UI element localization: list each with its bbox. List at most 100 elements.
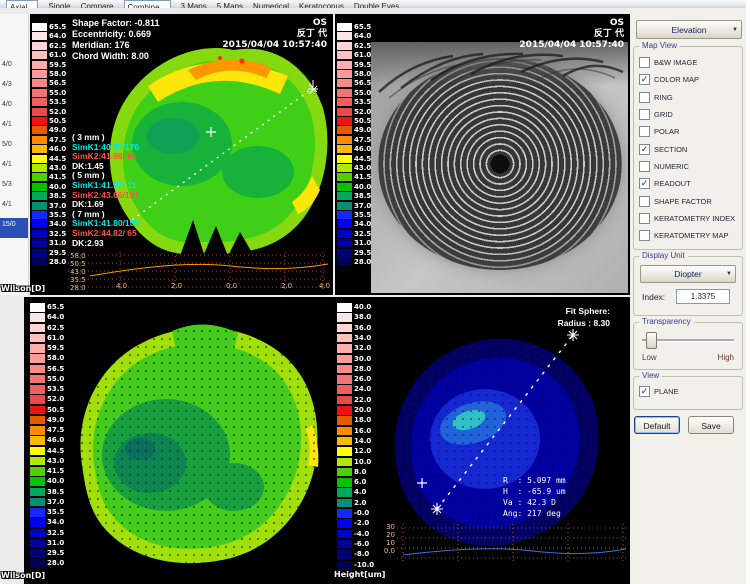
- scale-value: 28.0: [47, 559, 65, 568]
- exam-list[interactable]: 4/0 4/3 4/0 4/1 5/0 4/1 5/3 4/1 15/0: [0, 14, 29, 295]
- scale-value: 49.0: [354, 126, 372, 135]
- scale-swatch: [32, 181, 47, 191]
- info-line: Meridian: 176: [72, 40, 130, 50]
- scale-swatch: [337, 477, 352, 487]
- exam-list-item[interactable]: 4/3: [2, 81, 12, 88]
- quadrant-height-map[interactable]: 40.0 38.0 36.0 34.0 32.0 30.0 28.0 26.0 24.0 22.0…: [333, 297, 630, 584]
- scale-value: 22.0: [354, 395, 372, 404]
- scale-value: 40.0: [354, 303, 372, 311]
- scale-swatch: [337, 415, 352, 425]
- scale-value: 8.0: [354, 467, 367, 476]
- checkbox-color-map[interactable]: ✓ COLOR MAP: [634, 71, 742, 88]
- toolbar-3-maps[interactable]: 3 Maps: [180, 2, 207, 9]
- simk-line: DK:1.45: [72, 160, 104, 171]
- scale-swatch: [32, 163, 47, 172]
- save-button[interactable]: Save: [688, 416, 734, 434]
- checkbox-icon: [639, 126, 650, 138]
- transparency-slider-thumb[interactable]: [646, 332, 657, 349]
- toolbar-numerical[interactable]: Numerical: [252, 2, 289, 9]
- checkbox-icon: [639, 160, 650, 172]
- section-y-tick: 50.5: [70, 260, 86, 268]
- scale-swatch: [337, 59, 352, 69]
- scale-swatch: [337, 394, 352, 405]
- scale-value: 34.0: [354, 220, 372, 229]
- section-y-tick: 43.0: [70, 268, 86, 276]
- quadrant-axial-map[interactable]: 65.5 64.0 62.5 61.0 59.5 58.0 56.5 55.0 53.5 52.0…: [30, 14, 333, 295]
- map-type-selector[interactable]: Elevation ▼: [636, 20, 742, 39]
- scale-value: 40.0: [354, 182, 372, 191]
- checkbox-icon: [639, 91, 650, 103]
- checkbox-keratometry-map[interactable]: KERATOMETRY MAP: [634, 227, 742, 244]
- scale-value: 35.5: [47, 508, 65, 516]
- exam-list-item[interactable]: 4/1: [2, 121, 12, 128]
- checkbox-section[interactable]: ✓ SECTION: [634, 140, 742, 157]
- simk-line: SimK2:41.98/ 86: [72, 151, 137, 162]
- exam-list-item[interactable]: 5/3: [2, 181, 12, 188]
- default-button[interactable]: Default: [634, 416, 680, 434]
- simk-line: DK:1.69: [72, 199, 104, 210]
- scale-value: 38.5: [47, 487, 65, 496]
- checkbox-numeric[interactable]: NUMERIC: [634, 158, 742, 175]
- checkbox-readout[interactable]: ✓ READOUT: [634, 175, 742, 192]
- fit-sphere-radius: Radius : 8.30: [557, 318, 610, 328]
- simk-line: ( 5 mm ): [72, 170, 105, 181]
- scale-swatch: [30, 527, 45, 538]
- exam-list-item[interactable]: 15/0: [0, 218, 28, 238]
- quadrant-eye-photo[interactable]: 65.5 64.0 62.5 61.0 59.5 58.0 56.5 55.0 53.5 52.0…: [335, 14, 630, 295]
- display-unit-selector[interactable]: Diopter ▼: [640, 265, 736, 283]
- checkbox-shape-factor[interactable]: SHAPE FACTOR: [634, 192, 742, 209]
- scale-swatch: [337, 405, 352, 415]
- index-field[interactable]: 1.3375: [676, 289, 730, 304]
- checkbox-keratometry-index[interactable]: KERATOMETRY INDEX: [634, 210, 742, 227]
- exam-list-item[interactable]: 4/0: [2, 61, 12, 68]
- checkbox-grid[interactable]: GRID: [634, 106, 742, 123]
- scale-value: 65.5: [49, 23, 67, 31]
- photo-color-scale: 65.5 64.0 62.5 61.0 59.5 58.0 56.5 55.0 53.5 52.0…: [335, 14, 405, 295]
- transparency-slider-track[interactable]: [642, 339, 734, 342]
- toolbar-double-eyes[interactable]: Double Eyes: [353, 2, 400, 9]
- scale-swatch: [32, 31, 47, 41]
- checkbox-polar[interactable]: POLAR: [634, 123, 742, 140]
- checkbox-label: COLOR MAP: [654, 75, 700, 85]
- scale-value: 53.5: [49, 98, 67, 107]
- scale-swatch: [32, 69, 47, 78]
- simk-line: ( 7 mm ): [72, 208, 105, 219]
- checkbox-b-w-image[interactable]: B&W IMAGE: [634, 54, 742, 71]
- scale-value: 26.0: [354, 375, 372, 384]
- right-scrollbar-strip[interactable]: [746, 0, 750, 584]
- checkbox-label: GRID: [654, 110, 673, 120]
- scale-swatch: [32, 238, 47, 248]
- exam-list-item[interactable]: 4/0: [2, 101, 12, 108]
- patient-name: 反丁 代: [296, 29, 327, 39]
- scale-value: 10.0: [354, 457, 372, 466]
- scale-value: 37.0: [47, 497, 65, 506]
- index-row: Index: 1.3375: [642, 289, 730, 304]
- exam-list-item[interactable]: 4/1: [2, 161, 12, 168]
- toolbar-single[interactable]: Single: [48, 2, 71, 9]
- scale-swatch: [32, 172, 47, 182]
- quadrant-elevation-map[interactable]: 65.5 64.0 62.5 61.0 59.5 58.0 56.5 55.0 53.5 52.0…: [24, 297, 333, 584]
- toolbar-compare[interactable]: Compare: [80, 2, 114, 9]
- exam-list-item[interactable]: 4/1: [2, 201, 12, 208]
- scale-swatch: [32, 22, 47, 31]
- exam-datetime: 2015/04/04 10:57:40: [519, 40, 624, 50]
- scale-value: 28.0: [354, 364, 372, 373]
- chevron-down-icon: ▼: [732, 26, 738, 33]
- scale-value: 43.0: [354, 164, 372, 172]
- scale-value: 52.0: [47, 395, 65, 404]
- scale-swatch: [337, 31, 352, 41]
- checkbox-ring[interactable]: RING: [634, 89, 742, 106]
- checkbox-plane[interactable]: ✓ PLANE: [634, 383, 742, 400]
- toolbar-combine[interactable]: Combine: [123, 0, 171, 8]
- scale-value: 46.0: [49, 145, 67, 154]
- scale-value: 44.5: [354, 154, 372, 163]
- scale-swatch: [337, 172, 352, 182]
- exam-list-item[interactable]: 5/0: [2, 141, 12, 148]
- checkbox-icon: [639, 195, 650, 207]
- toolbar-keratoconus[interactable]: Keratoconus: [299, 2, 344, 9]
- toolbar-5-maps[interactable]: 5 Maps: [216, 2, 243, 9]
- height-scale-unit: Height[um]: [334, 570, 386, 579]
- toolbar-axial[interactable]: Axial: [6, 0, 39, 8]
- scale-swatch: [30, 322, 45, 333]
- scale-swatch: [337, 181, 352, 191]
